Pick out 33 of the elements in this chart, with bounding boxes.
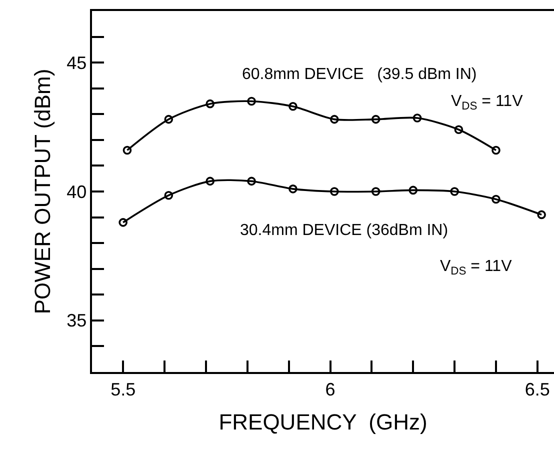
point	[118, 218, 128, 227]
point	[206, 176, 214, 186]
point	[164, 114, 174, 124]
point	[330, 114, 339, 124]
point	[492, 146, 500, 155]
x-tick-label: 6	[325, 379, 336, 400]
y-tick-label: 45	[66, 52, 87, 73]
point	[492, 194, 500, 204]
point	[288, 184, 298, 194]
point	[247, 176, 256, 186]
x-tick-label: 5.5	[110, 379, 136, 400]
point	[371, 114, 380, 124]
point	[371, 187, 380, 196]
point	[412, 114, 422, 122]
x-tick-label: 6.5	[524, 379, 550, 400]
point	[247, 96, 256, 106]
point	[164, 190, 174, 200]
point	[537, 210, 546, 220]
y-tick-label: 35	[66, 310, 87, 331]
y-axis-title: POWER OUTPUT (dBm)	[30, 68, 55, 314]
annotation: 30.4mm DEVICE (36dBm IN)	[240, 222, 448, 239]
point	[122, 146, 132, 155]
point	[408, 186, 418, 195]
y-tick-label: 40	[66, 182, 87, 202]
point	[206, 99, 214, 108]
point	[450, 187, 459, 196]
x-axis-title: FREQUENCY (GHz)	[218, 410, 428, 435]
annotation: V$_{DS}$ = 11V	[440, 258, 512, 278]
annotation: 60.8mm DEVICE (39.5 dBm IN)	[242, 66, 477, 83]
annotation: V$_{DS}$ = 11V	[451, 93, 524, 112]
point	[330, 187, 339, 196]
point	[454, 125, 464, 134]
point	[288, 102, 298, 111]
